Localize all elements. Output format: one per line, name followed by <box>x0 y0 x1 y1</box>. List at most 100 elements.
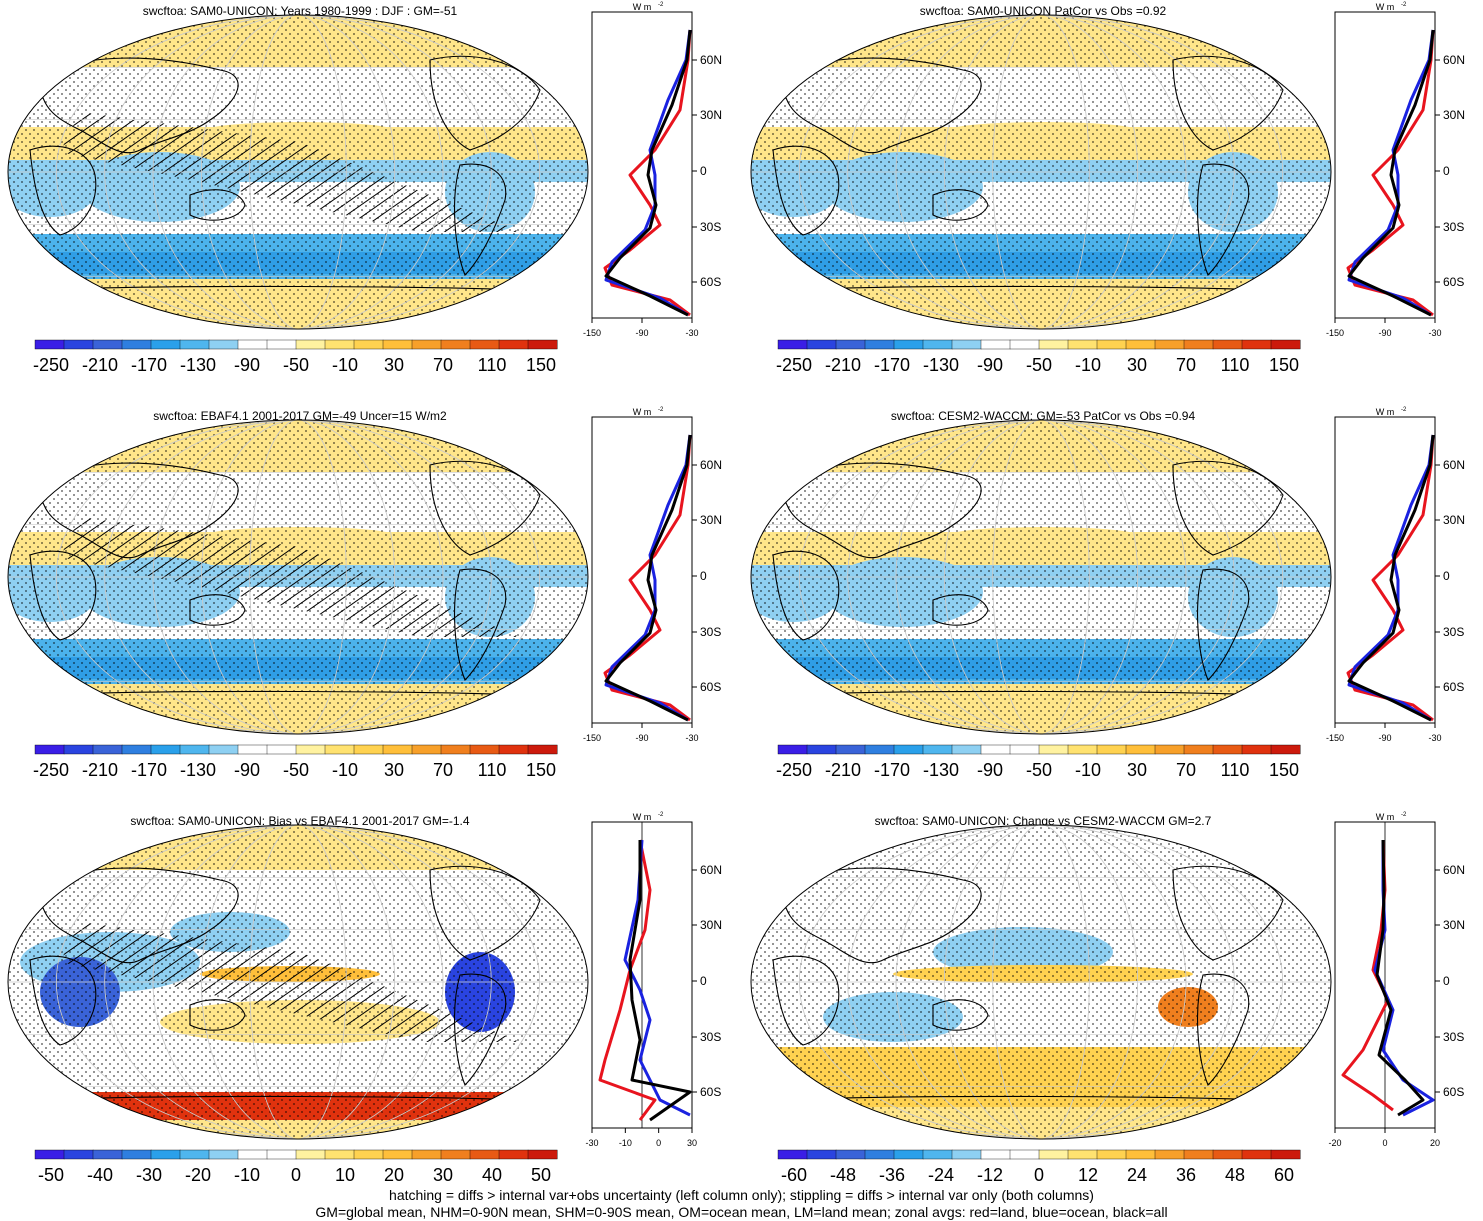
zonal-curve-all <box>628 840 692 1122</box>
zonal-lat-label: 60N <box>1443 458 1465 472</box>
graticule-meridian <box>943 15 1139 329</box>
zonal-curve-land <box>603 434 692 722</box>
zonal-units-superscript: -2 <box>658 2 664 8</box>
colorbar-swatch <box>951 1149 982 1160</box>
colorbar-swatch <box>1154 1149 1185 1160</box>
zonal-curve-all <box>604 434 692 722</box>
colorbar-swatch <box>295 744 326 755</box>
colorbar-tick-label: 30 <box>1127 760 1147 780</box>
coastline <box>1197 163 1250 276</box>
colorbar-swatch <box>440 1149 471 1160</box>
colorbar-swatch <box>208 1149 239 1160</box>
colorbar-swatch <box>121 339 152 350</box>
zonal-x-label: 30 <box>687 1138 697 1148</box>
colorbar-tick-label: -250 <box>776 355 812 375</box>
graticule-meridian <box>943 420 1139 734</box>
colorbar-tick-label: -90 <box>234 355 260 375</box>
colorbar-tick-label: -10 <box>234 1165 260 1185</box>
colorbar-swatch <box>150 339 181 350</box>
colorbar-swatch <box>411 339 442 350</box>
colorbar-tick-label: 12 <box>1078 1165 1098 1185</box>
colorbar-swatch <box>922 744 953 755</box>
zonal-curve-ocean <box>623 839 691 1117</box>
colorbar-swatch <box>179 744 210 755</box>
colorbar-swatch <box>121 1149 152 1160</box>
colorbar-swatch <box>382 744 413 755</box>
colorbar-swatch <box>179 339 210 350</box>
coastline <box>39 462 239 559</box>
coastline <box>772 145 840 236</box>
panel-reference-model: swcftoa: CESM2-WACCM: GM=-53 PatCor vs O… <box>743 405 1483 810</box>
map-border <box>750 14 1332 330</box>
zonal-lat-label: 0 <box>700 569 707 583</box>
colorbar-swatch <box>382 339 413 350</box>
coastline <box>782 57 982 154</box>
panel-model-climatology: swcftoa: SAM0-UNICON: Years 1980-1999 : … <box>0 0 740 405</box>
colorbar-swatch <box>922 1149 953 1160</box>
zonal-lat-label: 0 <box>700 164 707 178</box>
map-field <box>751 15 1331 329</box>
colorbar-tick-label: 70 <box>1176 355 1196 375</box>
colorbar-swatch <box>835 339 866 350</box>
zonal-curve-land <box>1346 434 1435 722</box>
graticule-meridian <box>249 825 347 1139</box>
colorbar-swatch <box>63 744 94 755</box>
colorbar-tick-label: -50 <box>283 355 309 375</box>
colorbar-swatch <box>777 1149 808 1160</box>
colorbar-swatch <box>1212 744 1243 755</box>
colorbar-tick-label: 30 <box>384 355 404 375</box>
colorbar-swatch <box>382 1149 413 1160</box>
colorbar-swatch <box>1183 1149 1214 1160</box>
panel-change: swcftoa: SAM0-UNICON: Change vs CESM2-WA… <box>743 810 1483 1215</box>
graticule-meridian <box>847 825 1235 1139</box>
colorbar-swatch <box>1270 339 1301 350</box>
panel-title: swcftoa: EBAF4.1 2001-2017 GM=-49 Uncer=… <box>153 409 447 423</box>
colorbar-swatch <box>806 744 837 755</box>
colorbar-tick-label: 110 <box>1221 760 1250 780</box>
map-figure: -250 -210 -170 -130 -90 -50 -10 30 70 110 150 W m -2… <box>750 2 1465 375</box>
footnote-legend: GM=global mean, NHM=0-90N mean, SHM=0-90… <box>315 1204 1168 1220</box>
colorbar-swatch <box>266 339 297 350</box>
colorbar-swatch <box>893 339 924 350</box>
colorbar-tick-label: -210 <box>825 760 861 780</box>
zonal-units-label: W m <box>633 2 652 12</box>
zonal-lat-label: 60N <box>700 53 722 67</box>
colorbar-swatch <box>469 1149 500 1160</box>
colorbar-tick-label: -50 <box>1026 355 1052 375</box>
colorbar-tick-label: -48 <box>830 1165 856 1185</box>
colorbar-swatch <box>835 744 866 755</box>
colorbar-swatch <box>353 1149 384 1160</box>
panel-title: swcftoa: SAM0-UNICON: Years 1980-1999 : … <box>142 4 458 18</box>
colorbar-swatch <box>237 1149 268 1160</box>
graticule-meridian <box>200 420 396 734</box>
zonal-x-label: -20 <box>1328 1138 1341 1148</box>
colorbar-swatch <box>34 339 65 350</box>
colorbar-swatch <box>527 1149 558 1160</box>
coastline <box>189 189 246 221</box>
graticule-meridian <box>992 825 1090 1139</box>
graticule-meridian <box>55 420 541 734</box>
panel-title: swcftoa: SAM0-UNICON: Bias vs EBAF4.1 20… <box>130 814 470 828</box>
zonal-x-label: -150 <box>583 328 601 338</box>
colorbar-swatch <box>1212 1149 1243 1160</box>
zonal-x-label: -30 <box>1428 328 1441 338</box>
colorbar-tick-label: -250 <box>776 760 812 780</box>
zonal-units-superscript: -2 <box>1401 2 1407 8</box>
colorbar-swatch <box>150 1149 181 1160</box>
colorbar-swatch <box>1241 1149 1272 1160</box>
coastline <box>454 163 507 276</box>
zonal-curve-land <box>1346 29 1435 317</box>
zonal-lat-label: 60N <box>1443 863 1465 877</box>
colorbar-swatch <box>34 744 65 755</box>
graticule-meridian <box>152 15 444 329</box>
zonal-units-superscript: -2 <box>1401 407 1407 413</box>
coastline <box>1197 568 1250 681</box>
zonal-lat-label: 30N <box>1443 918 1465 932</box>
zonal-lat-label: 60S <box>700 1085 721 1099</box>
coastline <box>782 462 982 559</box>
map-border <box>7 824 589 1140</box>
zonal-units-label: W m <box>633 407 652 417</box>
map-border <box>7 419 589 735</box>
colorbar-swatch <box>1096 1149 1127 1160</box>
zonal-lat-label: 0 <box>700 974 707 988</box>
